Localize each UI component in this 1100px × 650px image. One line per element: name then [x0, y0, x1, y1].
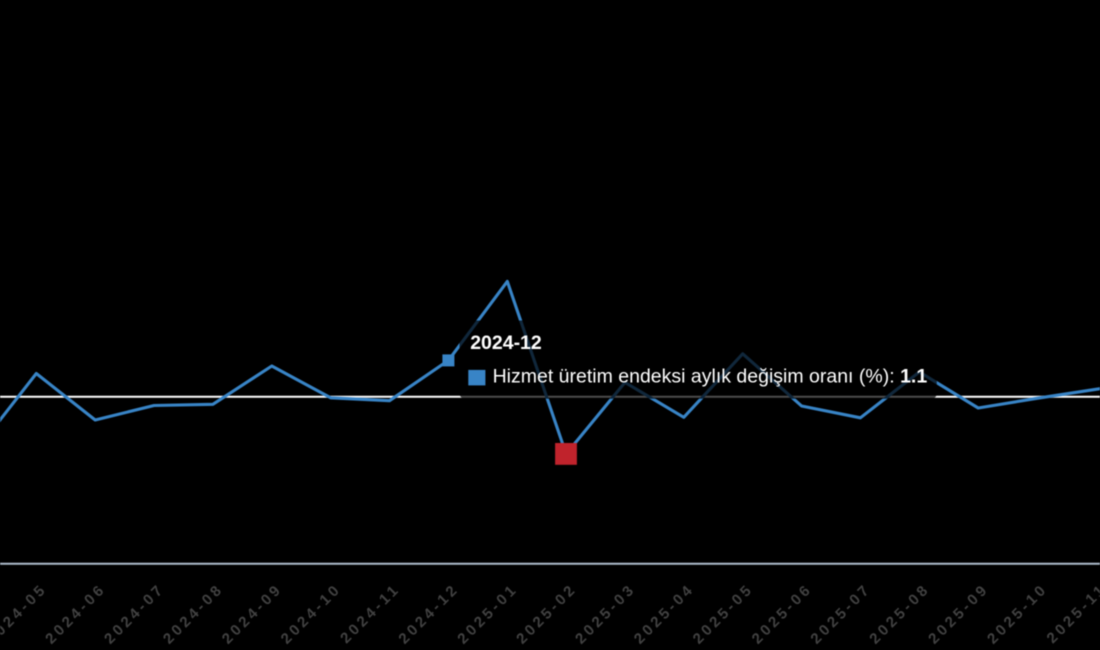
svg-text:2025-02: 2025-02 [513, 580, 580, 647]
svg-text:2024-07: 2024-07 [101, 580, 168, 647]
svg-text:2025-01: 2025-01 [454, 580, 521, 647]
svg-text:2025-11: 2025-11 [1044, 580, 1100, 647]
svg-text:2025-10: 2025-10 [984, 580, 1051, 647]
svg-text:2025-04: 2025-04 [631, 580, 698, 647]
svg-text:2025-09: 2025-09 [925, 580, 992, 647]
svg-text:2025-07: 2025-07 [807, 580, 874, 647]
svg-text:2024-11: 2024-11 [337, 580, 404, 647]
svg-text:2025-06: 2025-06 [749, 580, 816, 647]
svg-text:2024-10: 2024-10 [278, 580, 345, 647]
svg-text:2024-08: 2024-08 [160, 580, 227, 647]
svg-text:2024-12: 2024-12 [470, 332, 542, 354]
svg-text:2024-12: 2024-12 [395, 580, 462, 647]
svg-text:2024-06: 2024-06 [42, 580, 109, 647]
svg-text:2025-03: 2025-03 [572, 580, 639, 647]
svg-text:2024-09: 2024-09 [219, 580, 286, 647]
svg-text:2025-08: 2025-08 [866, 580, 933, 647]
svg-text:Hizmet üretim endeksi aylık de: Hizmet üretim endeksi aylık değişim oran… [493, 366, 928, 388]
svg-text:2025-05: 2025-05 [690, 580, 757, 647]
